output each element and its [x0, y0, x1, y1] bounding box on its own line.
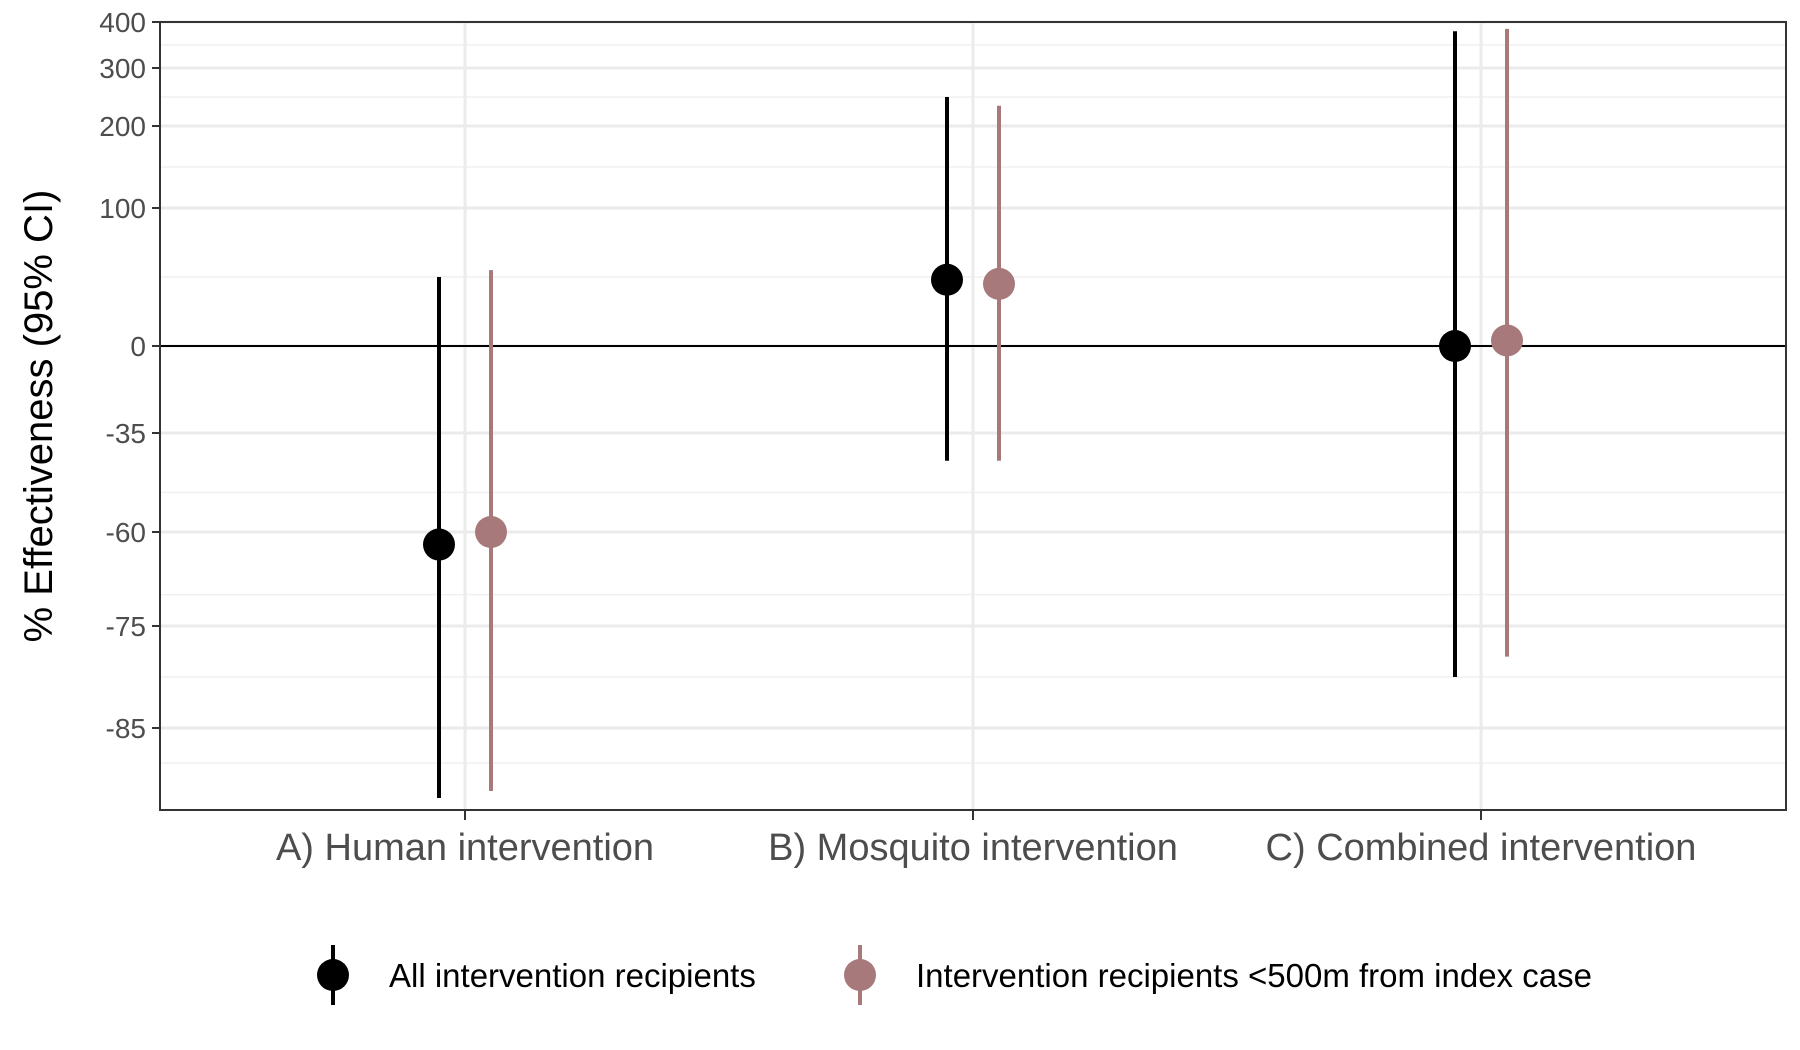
- y-tick-label: -85: [106, 713, 146, 744]
- y-tick-label: 200: [99, 111, 146, 142]
- y-tick-label: 0: [130, 331, 146, 362]
- estimate-point: [931, 263, 963, 296]
- legend-key-point: [844, 959, 876, 991]
- estimate-point: [983, 267, 1015, 300]
- y-axis-title: % Effectiveness (95% CI): [17, 190, 61, 643]
- y-tick-label: 100: [99, 193, 146, 224]
- y-tick-label: -75: [106, 611, 146, 642]
- legend-key-point: [317, 959, 349, 991]
- y-tick-label: -60: [106, 517, 146, 548]
- legend-label: All intervention recipients: [389, 957, 756, 994]
- y-axis-ticks: 400 300 200 100 0 -35 -60 -75 -85: [99, 7, 160, 744]
- x-category-label: B) Mosquito intervention: [768, 827, 1178, 869]
- estimate-point: [423, 528, 455, 561]
- legend-label: Intervention recipients <500m from index…: [916, 957, 1592, 994]
- x-category-label: C) Combined intervention: [1266, 827, 1697, 869]
- estimate-point: [1491, 324, 1523, 357]
- x-category-label: A) Human intervention: [276, 827, 654, 869]
- legend: All intervention recipients Intervention …: [317, 945, 1592, 1005]
- y-tick-label: -35: [106, 418, 146, 449]
- estimate-point: [475, 516, 507, 548]
- y-tick-label: 300: [99, 53, 146, 84]
- data-marks: [423, 28, 1523, 798]
- estimate-point: [1439, 330, 1471, 362]
- y-tick-label: 400: [99, 7, 146, 38]
- x-axis-ticks: A) Human intervention B) Mosquito interve…: [276, 810, 1696, 869]
